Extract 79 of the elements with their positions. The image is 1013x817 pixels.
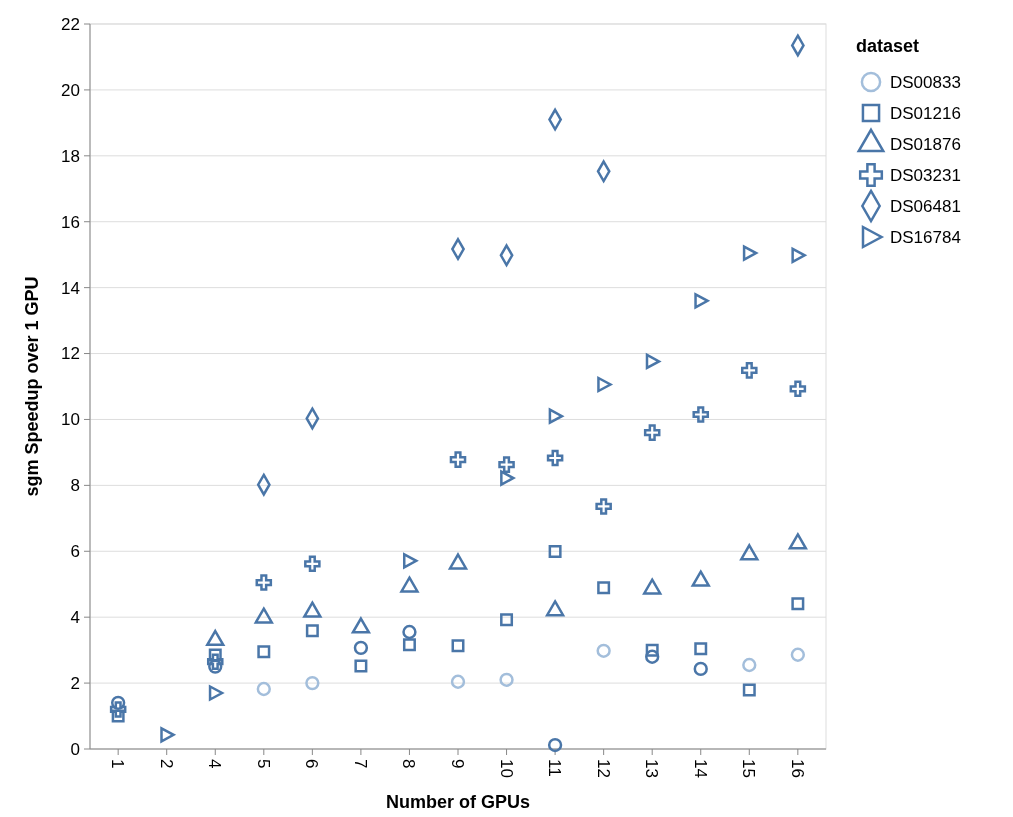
x-tick-label: 16	[787, 759, 807, 778]
point	[500, 613, 514, 627]
x-tick-label: 4	[205, 759, 225, 769]
point	[643, 424, 661, 441]
legend-label: DS06481	[890, 196, 961, 216]
point	[257, 645, 271, 659]
point	[597, 581, 611, 595]
point	[645, 643, 659, 657]
point	[546, 449, 564, 467]
x-tick-label: 8	[399, 759, 419, 769]
x-tick-label: 1	[108, 759, 128, 769]
x-tick-label: 9	[448, 759, 468, 769]
legend-label: DS16784	[890, 227, 961, 247]
y-tick-label: 20	[61, 80, 80, 100]
x-tick-label: 7	[350, 759, 370, 769]
x-tick-label: 15	[739, 759, 759, 778]
y-tick-label: 16	[61, 212, 80, 232]
x-tick-label: 2	[156, 759, 176, 769]
point	[111, 709, 125, 723]
point	[742, 657, 757, 673]
x-tick-label: 13	[642, 759, 662, 778]
point	[499, 672, 514, 687]
point	[402, 638, 416, 652]
legend-label: DS01216	[890, 103, 961, 123]
y-tick-label: 2	[70, 674, 80, 694]
point	[450, 674, 466, 689]
point	[548, 545, 562, 559]
point	[595, 498, 612, 515]
y-tick-label: 14	[61, 278, 80, 298]
legend-label: DS03231	[890, 165, 961, 185]
x-tick-label: 6	[302, 759, 322, 769]
point	[790, 647, 806, 662]
point	[208, 648, 222, 662]
y-tick-label: 4	[70, 608, 80, 628]
x-tick-label: 10	[496, 759, 516, 778]
legend-label: DS01876	[890, 134, 961, 154]
point	[500, 470, 515, 486]
y-tick-label: 22	[61, 14, 80, 34]
y-tick-label: 6	[70, 542, 80, 562]
x-tick-label: 14	[690, 759, 710, 778]
y-axis-title: sgm Speedup over 1 GPU	[22, 276, 42, 497]
point	[694, 642, 708, 656]
point	[208, 685, 224, 701]
y-tick-label: 8	[70, 476, 80, 496]
point	[694, 293, 709, 309]
legend-label: DS00833	[890, 72, 961, 92]
x-tick-label: 12	[593, 759, 613, 778]
point	[354, 659, 368, 673]
x-axis-title: Number of GPUs	[385, 792, 531, 812]
point	[305, 624, 319, 638]
point	[255, 574, 273, 591]
point	[741, 362, 758, 379]
point	[451, 639, 465, 653]
y-tick-label: 10	[61, 410, 80, 430]
point	[596, 643, 611, 658]
y-tick-label: 0	[70, 739, 80, 759]
point	[548, 408, 564, 424]
legend-title: dataset	[856, 36, 920, 56]
point	[742, 245, 758, 261]
point	[597, 376, 612, 393]
point	[791, 597, 805, 611]
point	[305, 675, 320, 691]
point	[449, 451, 467, 468]
point	[304, 555, 321, 573]
point	[403, 553, 418, 569]
point	[160, 727, 175, 743]
point	[692, 406, 710, 423]
y-tick-label: 18	[61, 146, 80, 166]
point	[206, 653, 224, 670]
x-tick-label: 5	[253, 759, 273, 769]
x-tick-label: 11	[545, 759, 565, 777]
point	[791, 247, 806, 264]
point	[789, 380, 807, 398]
point	[742, 683, 756, 697]
point	[256, 681, 271, 697]
point	[109, 701, 127, 718]
y-tick-label: 12	[61, 344, 80, 364]
point	[498, 456, 515, 473]
point	[645, 353, 661, 370]
